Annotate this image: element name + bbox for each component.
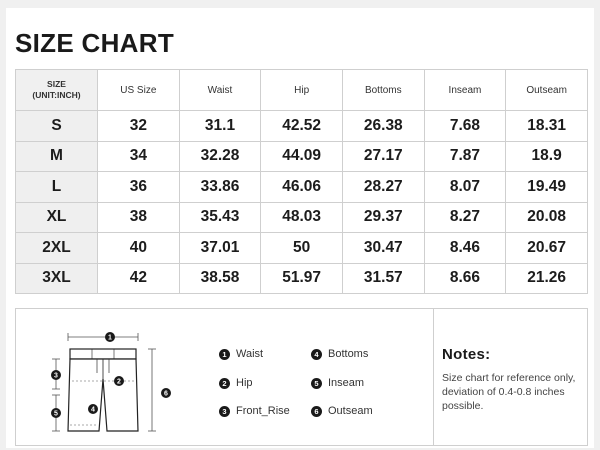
table-cell: 31.57 [341,262,425,294]
column-header-waist: Waist [178,69,262,111]
legend-number: 3 [219,405,230,417]
legend-label: Front_Rise [236,405,290,417]
table-row: S 32 31.1 42.52 26.38 7.68 18.31 [15,110,588,142]
unit-header: SIZE (UNIT:INCH) [15,69,98,111]
table-row: XL 38 35.43 48.03 29.37 8.27 20.08 [15,201,588,233]
unit-header-line2: (UNIT:INCH) [32,90,81,100]
table-cell: 8.46 [423,232,507,264]
shorts-measurement-diagram-icon: 1 2 3 4 5 6 [51,332,171,432]
table-cell: 20.67 [505,232,588,264]
notes-text: Size chart for reference only, deviation… [442,372,576,412]
table-row: L 36 33.86 46.06 28.27 8.07 19.49 [15,171,588,203]
table-cell: 27.17 [341,140,425,172]
page-title: SIZE CHART [15,28,174,58]
table-cell: 38 [97,201,180,233]
notes-title: Notes: [442,346,491,363]
table-cell: 8.27 [423,201,507,233]
svg-text:2: 2 [117,379,121,386]
legend-item-inseam: 5 Inseam [311,377,364,389]
svg-text:6: 6 [164,391,168,398]
table-cell: 42.52 [260,110,343,142]
diagram-marker-front-rise: 3 [51,370,61,380]
table-cell: 30.47 [341,232,425,264]
table-cell: 35.43 [178,201,262,233]
legend-label: Hip [236,377,253,389]
table-cell: 42 [97,262,180,294]
table-cell: 18.31 [505,110,588,142]
size-table: SIZE (UNIT:INCH) US Size Waist Hip Botto… [15,69,588,294]
table-cell: 21.26 [505,262,588,294]
legend-number: 5 [311,377,322,389]
legend-number: 4 [311,348,322,360]
table-cell: 37.01 [178,232,262,264]
table-header-row: SIZE (UNIT:INCH) US Size Waist Hip Botto… [15,69,588,111]
table-cell: 20.08 [505,201,588,233]
table-cell: 7.87 [423,140,507,172]
table-cell: 32.28 [178,140,262,172]
legend-item-outseam: 6 Outseam [311,405,373,417]
size-label: S [15,110,98,142]
column-header-bottoms: Bottoms [341,69,425,111]
table-cell: 33.86 [178,171,262,203]
size-chart-card: SIZE CHART SIZE (UNIT:INCH) US Size Wais… [6,8,594,448]
table-cell: 51.97 [260,262,343,294]
table-cell: 46.06 [260,171,343,203]
size-label: 2XL [15,232,98,264]
table-cell: 32 [97,110,180,142]
guide-divider [433,309,434,445]
table-cell: 40 [97,232,180,264]
table-cell: 44.09 [260,140,343,172]
table-cell: 29.37 [341,201,425,233]
table-cell: 19.49 [505,171,588,203]
table-cell: 18.9 [505,140,588,172]
legend-number: 2 [219,377,230,389]
table-row: 3XL 42 38.58 51.97 31.57 8.66 21.26 [15,262,588,294]
svg-text:1: 1 [108,335,112,342]
legend-label: Bottoms [328,348,369,360]
legend-item-hip: 2 Hip [219,377,253,389]
column-header-inseam: Inseam [423,69,507,111]
column-header-hip: Hip [260,69,343,111]
table-cell: 34 [97,140,180,172]
table-row: M 34 32.28 44.09 27.17 7.87 18.9 [15,140,588,172]
legend-item-bottoms: 4 Bottoms [311,348,368,360]
table-cell: 7.68 [423,110,507,142]
size-label: XL [15,201,98,233]
table-cell: 26.38 [341,110,425,142]
table-cell: 8.07 [423,171,507,203]
diagram-marker-hip: 2 [114,376,124,386]
size-label: 3XL [15,262,98,294]
diagram-marker-inseam: 5 [51,408,61,418]
legend-number: 1 [219,348,230,360]
table-row: 2XL 40 37.01 50 30.47 8.46 20.67 [15,232,588,264]
table-cell: 28.27 [341,171,425,203]
column-header-outseam: Outseam [505,69,588,111]
legend-label: Waist [236,348,264,360]
svg-text:4: 4 [91,407,95,414]
legend-label: Outseam [328,405,373,417]
legend-label: Inseam [328,377,365,389]
legend-item-waist: 1 Waist [219,348,263,360]
size-label: M [15,140,98,172]
diagram-marker-waist: 1 [105,332,115,342]
legend-item-front-rise: 3 Front_Rise [219,405,290,417]
measurement-guide: 1 2 3 4 5 6 1 W [15,308,588,446]
diagram-marker-bottoms: 4 [88,404,98,414]
column-header-us-size: US Size [97,69,180,111]
table-cell: 31.1 [178,110,262,142]
table-cell: 48.03 [260,201,343,233]
table-cell: 36 [97,171,180,203]
legend-number: 6 [311,405,322,417]
svg-text:5: 5 [54,411,58,418]
unit-header-line1: SIZE [47,79,66,89]
svg-text:3: 3 [54,373,58,380]
table-cell: 38.58 [178,262,262,294]
table-cell: 50 [260,232,343,264]
table-cell: 8.66 [423,262,507,294]
diagram-marker-outseam: 6 [161,388,171,398]
size-label: L [15,171,98,203]
